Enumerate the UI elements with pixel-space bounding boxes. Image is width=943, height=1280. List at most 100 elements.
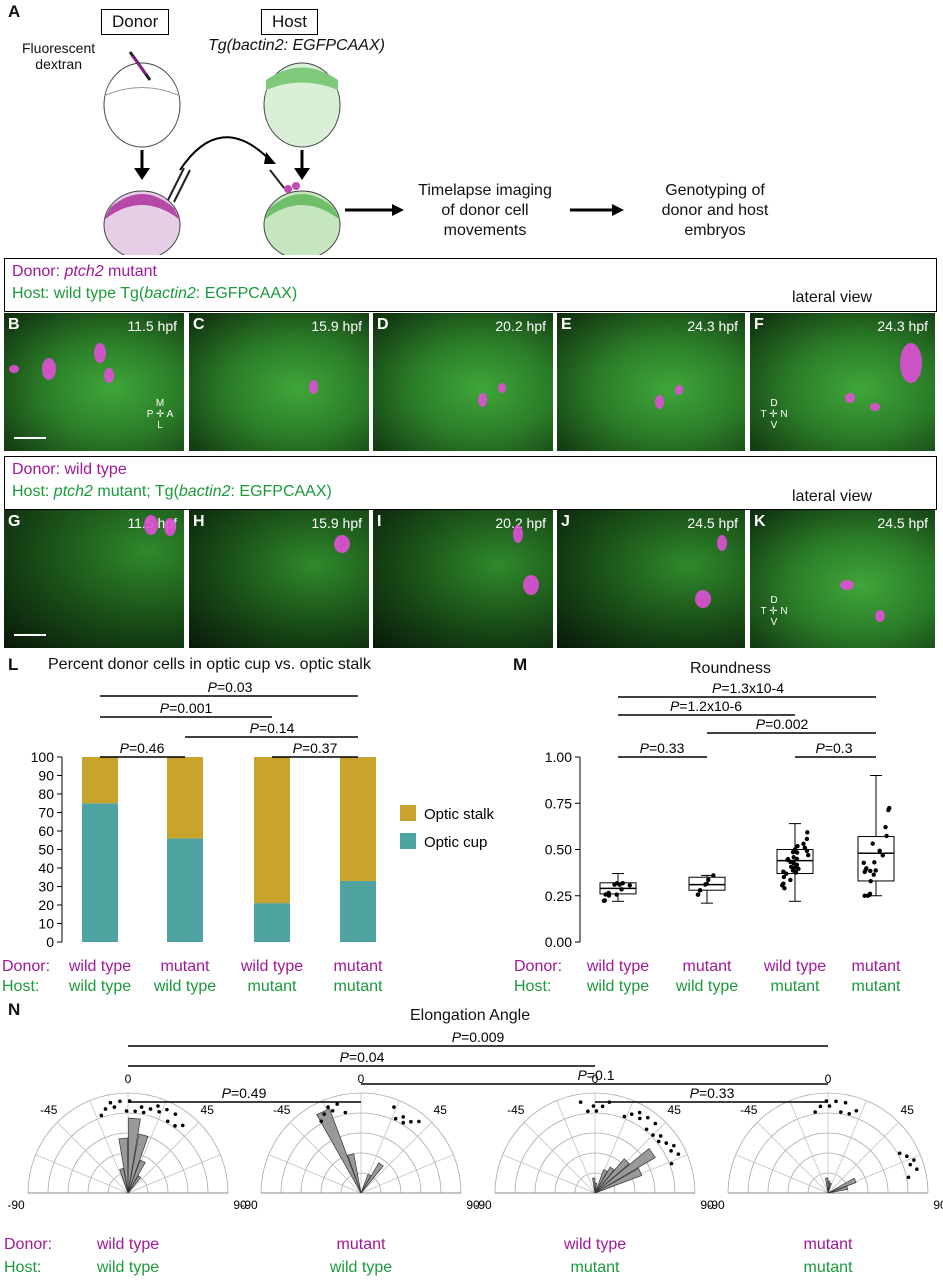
chart-N-host-label: wild type: [96, 1259, 159, 1276]
chart-M-point: [801, 841, 806, 846]
image-panel-J: J 24.5 hpf: [557, 510, 745, 648]
chart-N: -90 -45 0 45 90 wild type wild type -90 -45 0 45 90…: [4, 1029, 943, 1276]
polar-wedge: [127, 1175, 142, 1194]
donor-label: Donor: [101, 9, 170, 35]
legend-optic-cup-swatch: [400, 833, 416, 849]
time-B: 11.5 hpf: [127, 318, 177, 334]
chart-L-bar-optic-cup: [167, 838, 203, 942]
polar-angle-label: -90: [707, 1198, 725, 1212]
chart-L-pvalue-1-label: P=0.001: [160, 700, 213, 716]
polar-angle-label: 45: [434, 1103, 448, 1117]
chart-M-box: [857, 836, 895, 882]
step-timelapse: Timelapse imaging of donor cell movement…: [418, 182, 552, 239]
chart-L-pvalue-2-label: P=0.14: [250, 720, 295, 736]
chart-M-point: [873, 868, 878, 873]
chart-L-donor-label: wild type: [240, 958, 303, 975]
polar-wedge: [827, 1182, 832, 1194]
chart-M-pvalue-0-label: P=1.3x10-4: [712, 680, 784, 696]
donor-cell: [164, 518, 176, 536]
polar-point: [818, 1104, 823, 1109]
chart-L-y-tick-label: 10: [38, 916, 54, 932]
compass-top: D: [770, 398, 778, 409]
panel-letter-D: D: [377, 316, 389, 333]
polar-angle-label: -45: [507, 1103, 525, 1117]
chart-M-point: [606, 893, 612, 898]
polar-point: [912, 1158, 916, 1162]
polar-spoke: [35, 1154, 129, 1194]
polar-wedge: [127, 1117, 141, 1194]
polar-angle-label: 45: [668, 1103, 682, 1117]
row1-host-suffix: : EGFPCAAX): [195, 285, 298, 302]
chart-M-donor-label: wild type: [586, 958, 649, 975]
compass-icon: D T ✛ N V: [760, 595, 788, 628]
panel-letter-H: H: [193, 513, 205, 530]
chart-M-title: Roundness: [690, 660, 771, 677]
donor-cell: [104, 368, 114, 383]
donor-cell: [144, 515, 158, 535]
chart-M-point: [792, 847, 798, 852]
donor-cell: [717, 535, 727, 551]
time-H: 15.9 hpf: [311, 515, 362, 531]
panel-letter-G: G: [8, 513, 21, 530]
polar-point: [594, 1109, 599, 1113]
donor-cell: [334, 535, 350, 553]
image-panel-C: C 15.9 hpf: [189, 313, 369, 451]
chart-M-point: [870, 841, 875, 846]
compass-right: N: [780, 409, 788, 420]
chart-N-host-label: mutant: [571, 1259, 620, 1276]
chart-M-point: [794, 850, 800, 855]
chart-M-host-label: wild type: [586, 978, 649, 995]
chart-L-y-tick-label: 90: [38, 768, 54, 784]
polar-point: [586, 1109, 590, 1114]
donor-row-label: Donor:: [514, 958, 562, 975]
donor-cell: [478, 393, 487, 407]
polar-angle-label: 0: [825, 1072, 832, 1086]
chart-L-y-tick-label: 30: [38, 879, 54, 895]
polar-point: [827, 1104, 832, 1108]
polar-angle-label: 90: [933, 1198, 943, 1212]
donor-cell: [845, 393, 855, 403]
polar-spoke: [556, 1100, 596, 1194]
image-panel-F: F 24.3 hpf D T ✛ N V: [750, 313, 935, 451]
step-genotyping: Genotyping of donor and host embryos: [661, 182, 769, 239]
chart-M-point: [804, 836, 810, 842]
chart-M-y-tick-label: 0.25: [545, 888, 572, 904]
chart-M-host-label: mutant: [771, 978, 820, 995]
polar-point: [156, 1104, 160, 1108]
image-panel-D: D 20.2 hpf: [373, 313, 553, 451]
chart-M-point: [620, 881, 625, 886]
panel-letter-C: C: [193, 316, 205, 333]
chart-N-pvalue-1-label: P=0.04: [340, 1049, 385, 1065]
panel-letter-E: E: [561, 316, 572, 333]
chart-M: 0.00 0.25 0.50 0.75 1.00 wild type wild type mu…: [514, 680, 901, 995]
polar-wedge: [118, 1137, 129, 1194]
polar-point: [669, 1149, 673, 1153]
chart-M-host-label: mutant: [852, 978, 901, 995]
polar-spoke: [827, 1100, 867, 1194]
polar-point: [813, 1110, 817, 1114]
chart-M-point: [785, 857, 790, 863]
panel-letter-K: K: [754, 513, 766, 530]
polar-point: [173, 1124, 177, 1128]
chart-L-pvalue-0-label: P=0.03: [208, 679, 253, 695]
image-panel-B: B 11.5 hpf M P ✛ A L: [4, 313, 184, 451]
row2-lateral-view: lateral view: [792, 488, 873, 505]
polar-wedge: [360, 1162, 384, 1194]
chart-M-point: [862, 893, 867, 898]
polar-point: [409, 1119, 413, 1124]
chart-M-y-tick-label: 0.75: [545, 795, 572, 811]
polar-angle-label: 0: [358, 1072, 365, 1086]
panel-letter-J: J: [561, 513, 570, 530]
polar-point: [672, 1143, 676, 1148]
scale-bar: [14, 634, 46, 636]
chart-N-host-label: mutant: [804, 1259, 853, 1276]
polar-spoke: [268, 1154, 362, 1194]
polar-angle-label: 0: [125, 1072, 132, 1086]
polar-point: [905, 1154, 909, 1159]
time-I: 20.2 hpf: [495, 515, 546, 531]
chart-M-point: [877, 848, 882, 854]
polar-point: [653, 1121, 658, 1126]
chart-M-point: [627, 883, 633, 888]
polar-point: [897, 1151, 902, 1156]
chart-L-title: Percent donor cells in optic cup vs. opt…: [48, 656, 371, 673]
